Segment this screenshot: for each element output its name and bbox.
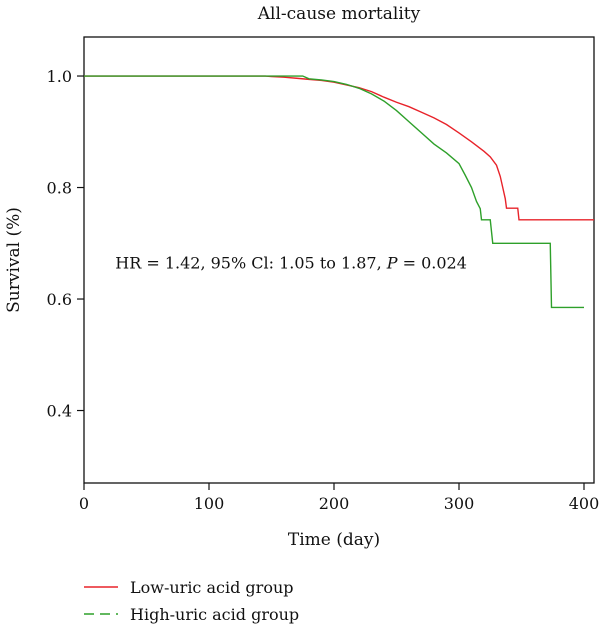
x-tick-label: 200: [319, 494, 350, 513]
plot-frame: [83, 36, 595, 484]
annotation-prefix: HR = 1.42, 95% Cl: 1.05 to 1.87,: [115, 253, 387, 272]
y-tick-label: 0.4: [47, 402, 72, 421]
series-line-low-uric: [84, 75, 594, 221]
y-tick-label: 0.6: [47, 290, 72, 309]
annotation-p-symbol: P: [386, 253, 398, 272]
legend: Low-uric acid group High-uric acid group: [84, 578, 299, 624]
x-tick-label: 300: [444, 494, 475, 513]
legend-label-low: Low-uric acid group: [130, 578, 294, 597]
chart-title: All-cause mortality: [257, 4, 421, 24]
x-axis: 0 100 200 300 400: [79, 483, 599, 513]
y-axis-label: Survival (%): [4, 207, 24, 313]
x-tick-label: 100: [194, 494, 225, 513]
x-tick-label: 0: [79, 494, 89, 513]
x-axis-label: Time (day): [288, 530, 380, 550]
annotation-suffix: = 0.024: [398, 253, 467, 272]
legend-label-high: High-uric acid group: [130, 605, 299, 624]
y-tick-label: 1.0: [47, 67, 72, 86]
y-tick-label: 0.8: [47, 179, 72, 198]
x-tick-label: 400: [569, 494, 600, 513]
y-axis: 1.0 0.8 0.6 0.4: [47, 67, 84, 421]
annotation-text: HR = 1.42, 95% Cl: 1.05 to 1.87, P = 0.0…: [115, 253, 467, 272]
series-line-high-uric: [84, 75, 584, 309]
series-layer: [84, 75, 594, 309]
